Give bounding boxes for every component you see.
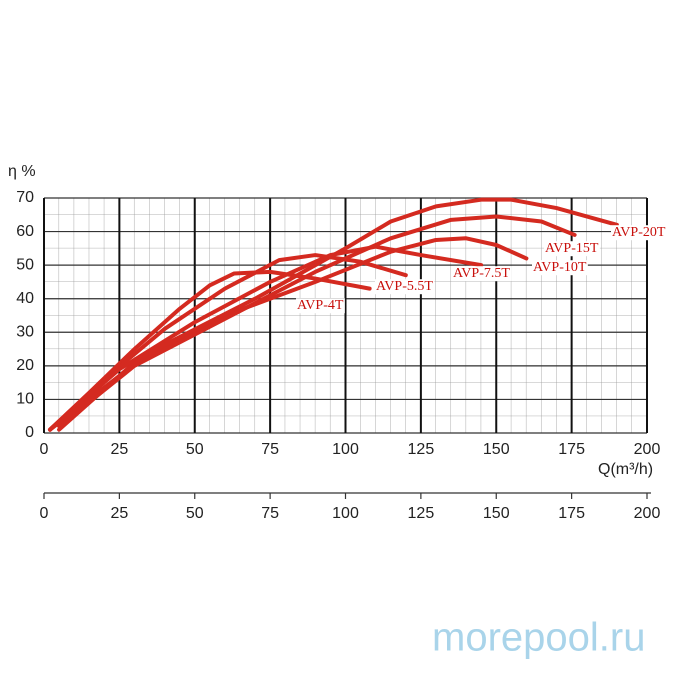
series-label: AVP-4T [297,298,344,313]
x2-tick-label: 100 [332,505,359,522]
y-tick-label: 40 [16,290,34,307]
x2-tick-label: 75 [261,505,279,522]
curve [48,253,408,432]
y-tick-label: 70 [16,189,34,206]
x2-tick-label: 25 [110,505,128,522]
x-tick-label: 75 [261,441,279,458]
x-tick-label: 200 [634,441,661,458]
x-tick-label: 125 [408,441,435,458]
x2-tick-label: 175 [558,505,585,522]
x-tick-label: 175 [558,441,585,458]
series-label: AVP-15T [545,241,599,256]
watermark: morepool.ru [432,616,645,660]
label-background [532,260,588,276]
x2-tick-label: 50 [186,505,204,522]
label-background [296,298,345,314]
curve [57,214,577,429]
label-background [375,279,435,295]
y-tick-label: 60 [16,223,34,240]
y-axis-label: η % [8,163,36,180]
y-tick-label: 50 [16,256,34,273]
y-tick-label: 20 [16,357,34,374]
curve [48,244,484,432]
series-label: AVP-5.5T [376,279,433,294]
x-tick-label: 50 [186,441,204,458]
label-background [544,241,600,257]
x-tick-label: 100 [332,441,359,458]
x-axis-label: Q(m³/h) [598,461,653,478]
x2-tick-label: 200 [634,505,661,522]
curve [48,197,619,432]
x2-tick-label: 150 [483,505,510,522]
x2-tick-label: 125 [408,505,435,522]
label-background [452,266,512,282]
x-tick-label: 0 [40,441,49,458]
series-label: AVP-10T [533,260,587,275]
y-tick-label: 0 [25,424,34,441]
series-label: AVP-7.5T [453,266,510,281]
x-tick-label: 25 [110,441,128,458]
label-background [611,225,667,241]
y-tick-label: 30 [16,324,34,341]
x2-tick-label: 0 [40,505,49,522]
x-tick-label: 150 [483,441,510,458]
y-tick-label: 10 [16,391,34,408]
series-label: AVP-20T [612,225,666,240]
